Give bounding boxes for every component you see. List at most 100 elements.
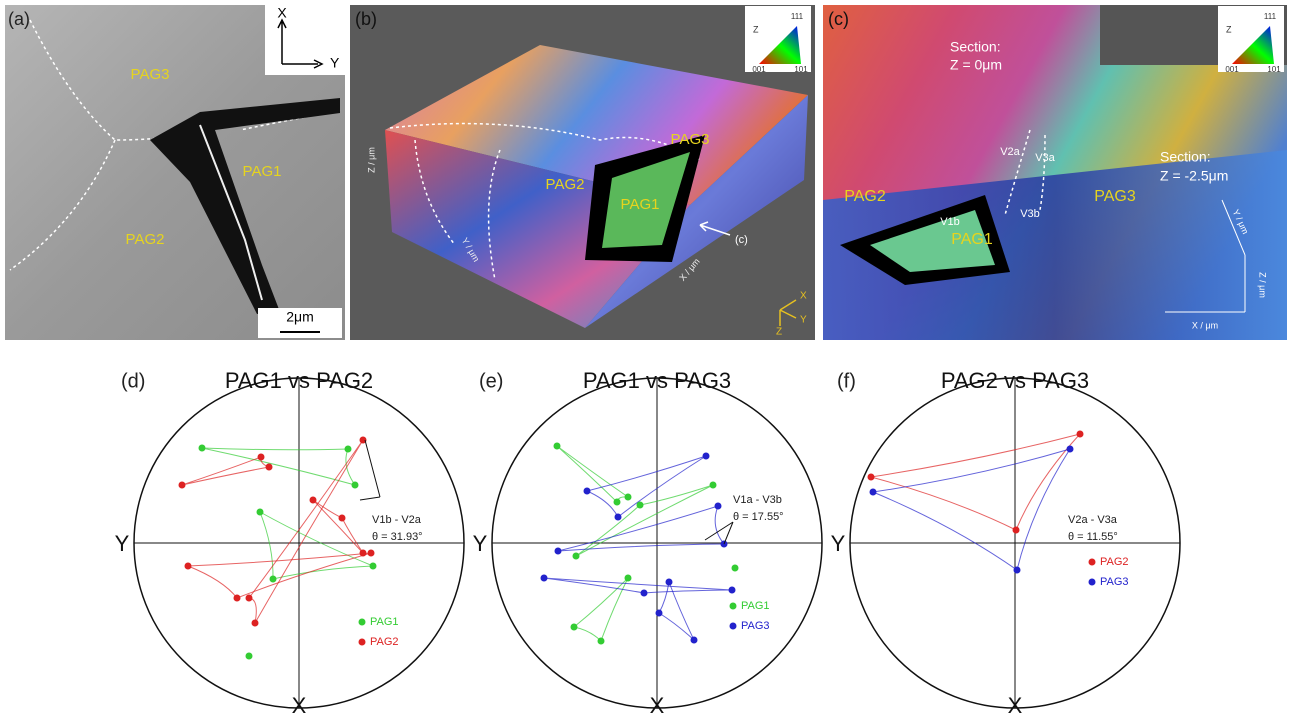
pole-point bbox=[257, 453, 265, 461]
legend-label: PAG1 bbox=[741, 600, 770, 612]
annotation: θ = 17.55° bbox=[733, 511, 784, 523]
pole-point bbox=[597, 637, 605, 645]
annotation: V1b - V2a bbox=[372, 514, 422, 526]
pole-point bbox=[344, 445, 352, 453]
pole-point bbox=[369, 562, 377, 570]
boundary bbox=[1004, 129, 1046, 216]
axis-label: Y bbox=[330, 55, 340, 71]
axis-label: Y bbox=[831, 531, 846, 556]
ipf-key-label: 101 bbox=[1267, 65, 1281, 74]
great-circle-arc bbox=[872, 448, 1072, 571]
pole-point bbox=[636, 501, 644, 509]
great-circle-arc bbox=[181, 456, 271, 486]
pole-point bbox=[709, 481, 717, 489]
axis-label: X / μm bbox=[1192, 320, 1218, 330]
axis-label: X bbox=[650, 693, 665, 718]
legend-label: PAG1 bbox=[370, 616, 399, 628]
section-label: Z = -2.5μm bbox=[1160, 168, 1228, 184]
pole-point bbox=[198, 444, 206, 452]
pole-point bbox=[583, 487, 591, 495]
annotation-pointer bbox=[704, 521, 734, 545]
legend-label: PAG2 bbox=[370, 636, 399, 648]
ipf-key-label: 111 bbox=[791, 12, 804, 21]
pole-point bbox=[184, 562, 192, 570]
great-circle-arc bbox=[201, 447, 357, 486]
axis-arrows bbox=[277, 18, 324, 69]
axis-label: Z / μm bbox=[1258, 272, 1268, 298]
pag1-grain bbox=[602, 152, 690, 248]
region-label: PAG1 bbox=[621, 196, 660, 213]
pole-point bbox=[572, 552, 580, 560]
ipf-key bbox=[759, 26, 801, 64]
ipf-key-label: 001 bbox=[752, 65, 766, 74]
crack-edge bbox=[199, 124, 263, 301]
section-label: Section: bbox=[950, 39, 1001, 55]
legend-marker bbox=[358, 618, 366, 626]
annotation: V2a - V3a bbox=[1068, 514, 1118, 526]
panel-label: (b) bbox=[355, 9, 377, 29]
axis-label: Y bbox=[115, 531, 130, 556]
pole-point bbox=[714, 502, 722, 510]
legend-label: PAG2 bbox=[1100, 556, 1129, 568]
pole-point bbox=[359, 436, 367, 444]
variant-label: V3b bbox=[1020, 208, 1040, 220]
great-circle-arc bbox=[575, 484, 714, 557]
region-label: PAG1 bbox=[243, 163, 282, 180]
axis-label: X bbox=[277, 5, 287, 21]
great-circle-arc bbox=[557, 505, 726, 552]
triad bbox=[779, 299, 797, 326]
pole-point bbox=[269, 575, 277, 583]
pole-point bbox=[690, 636, 698, 644]
region-label: PAG2 bbox=[546, 176, 585, 193]
right-face bbox=[585, 95, 808, 328]
variant-label: V2a bbox=[1000, 146, 1020, 158]
triad-label: Y bbox=[800, 315, 807, 326]
pole-point bbox=[731, 564, 739, 572]
boundary bbox=[9, 139, 116, 271]
ipf-key-label: Z bbox=[753, 24, 759, 34]
axis-label: Z / μm bbox=[366, 147, 376, 173]
pole-point bbox=[613, 498, 621, 506]
triad-label: X bbox=[800, 291, 807, 302]
great-circle-arc bbox=[658, 581, 695, 641]
pole-point bbox=[251, 619, 259, 627]
pag1-grain bbox=[870, 210, 995, 272]
pole-point bbox=[1066, 445, 1074, 453]
ipf-key-label: 001 bbox=[1225, 65, 1239, 74]
panel-label: (e) bbox=[479, 370, 503, 392]
pole-point bbox=[640, 589, 648, 597]
pole-point bbox=[367, 549, 375, 557]
section-label: Section: bbox=[1160, 149, 1211, 165]
pole-point bbox=[359, 549, 367, 557]
great-circle-arc bbox=[870, 433, 1082, 531]
great-circle-arc bbox=[259, 511, 374, 580]
pole-point bbox=[655, 609, 663, 617]
ipf-key-label: 101 bbox=[794, 65, 808, 74]
pole-point bbox=[1076, 430, 1084, 438]
great-circle-arc bbox=[248, 439, 364, 624]
pole-point bbox=[1012, 526, 1020, 534]
great-circle-arc bbox=[556, 445, 629, 504]
legend-label: PAG3 bbox=[1100, 576, 1129, 588]
boundary bbox=[389, 122, 701, 281]
axis-label: Y bbox=[473, 531, 488, 556]
arrow-label: (c) bbox=[735, 234, 748, 246]
pole-point bbox=[665, 578, 673, 586]
pole-point bbox=[178, 481, 186, 489]
great-circle-arc bbox=[572, 577, 629, 642]
pole-point bbox=[256, 508, 264, 516]
panel-label: (c) bbox=[828, 9, 849, 29]
pole-point bbox=[245, 594, 253, 602]
panel-label: (d) bbox=[121, 370, 145, 392]
scale-axes bbox=[1165, 199, 1246, 313]
annotation-pointer bbox=[359, 439, 381, 501]
pole-point bbox=[309, 496, 317, 504]
pole-point bbox=[624, 493, 632, 501]
great-circle-arc bbox=[543, 577, 733, 594]
pole-point bbox=[1013, 566, 1021, 574]
legend-marker bbox=[1088, 578, 1096, 586]
left-face bbox=[385, 130, 690, 328]
panel-label: (f) bbox=[837, 370, 856, 392]
axis-label: X bbox=[292, 693, 307, 718]
region-label: PAG2 bbox=[844, 188, 886, 205]
